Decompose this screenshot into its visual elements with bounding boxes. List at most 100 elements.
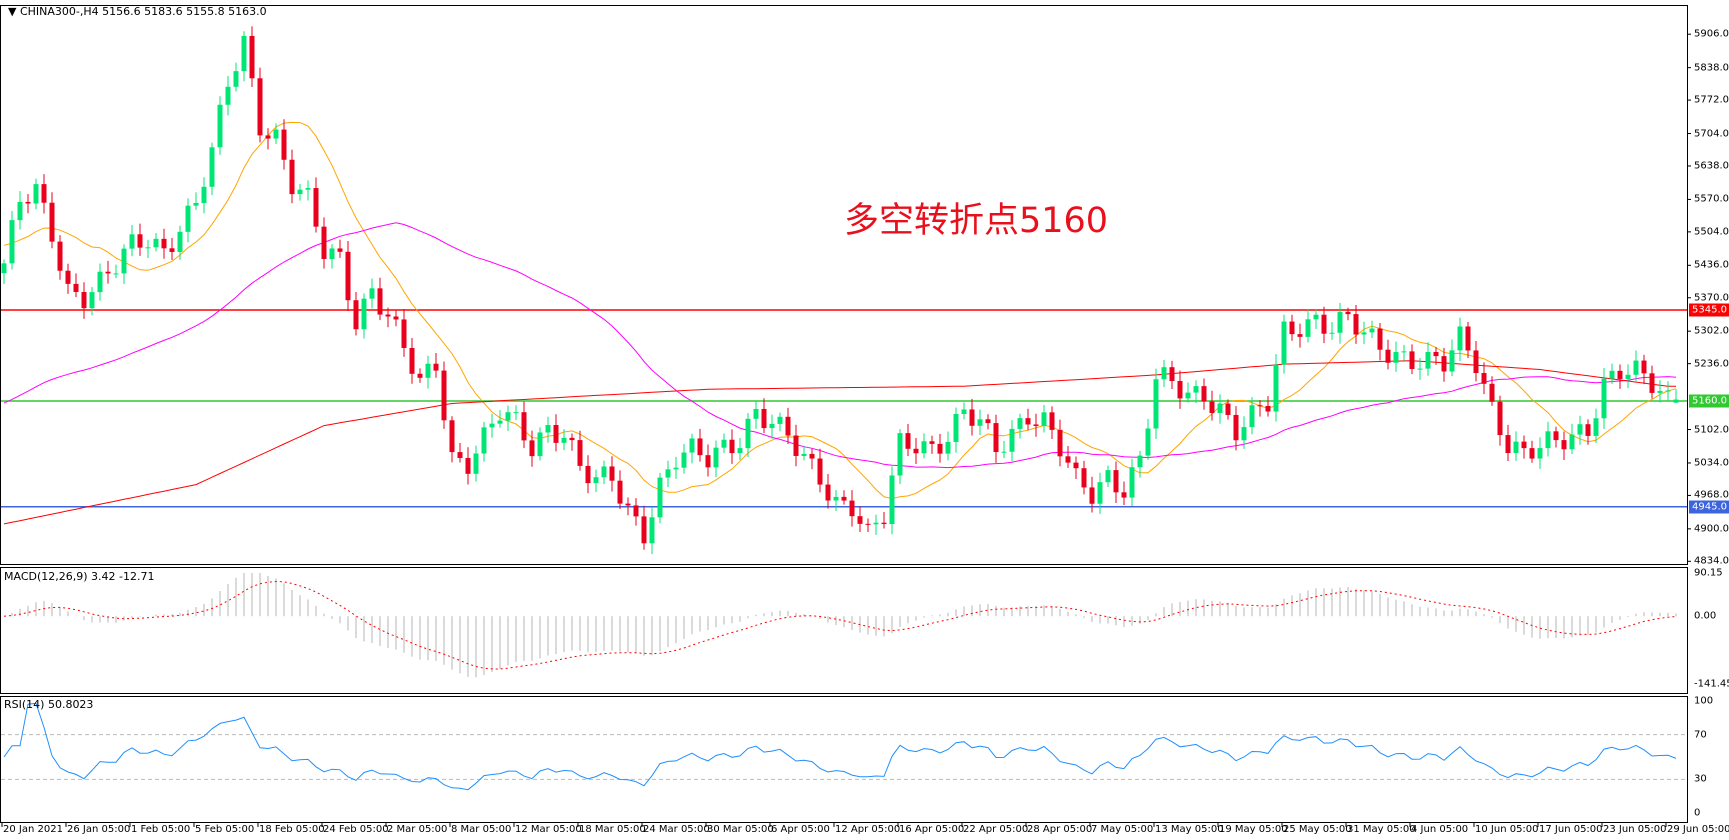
x-tick-label: 30 Mar 05:00 xyxy=(707,824,774,835)
candle-bull xyxy=(1337,311,1343,333)
candle-bear xyxy=(73,283,79,292)
candle-bull xyxy=(1401,351,1407,353)
x-tick-label: 17 Jun 05:00 xyxy=(1539,824,1603,835)
candle-bull xyxy=(1593,418,1599,436)
rsi-tick-label: 70 xyxy=(1694,729,1707,741)
candle-bull xyxy=(1425,351,1431,369)
candle-bear xyxy=(169,248,175,252)
candle-bull xyxy=(649,517,655,544)
candle-bull xyxy=(297,189,303,195)
candle-bull xyxy=(497,420,503,424)
candle-bear xyxy=(465,457,471,474)
candle-bear xyxy=(1289,321,1295,335)
candle-bear xyxy=(1473,350,1479,374)
x-tick-label: 13 May 05:00 xyxy=(1155,824,1224,835)
candle-bear xyxy=(633,505,639,517)
candle-bear xyxy=(81,291,87,309)
chart-header: ▼ CHINA300-,H4 5156.6 5183.6 5155.8 5163… xyxy=(8,5,267,18)
x-tick-label: 8 Mar 05:00 xyxy=(451,824,512,835)
candle-bull xyxy=(153,238,159,248)
candle-bear xyxy=(1433,351,1439,357)
collapse-arrow-icon[interactable]: ▼ xyxy=(8,5,17,18)
candle-bear xyxy=(345,251,351,301)
y-tick-label: 5838.0 xyxy=(1694,62,1729,74)
candle-bear xyxy=(137,234,143,248)
candle-bear xyxy=(393,316,399,320)
candle-bull xyxy=(97,271,103,293)
x-tick-label: 24 Mar 05:00 xyxy=(643,824,710,835)
candle-bull xyxy=(1569,434,1575,450)
candle-bull xyxy=(217,104,223,148)
x-tick-label: 12 Apr 05:00 xyxy=(835,824,901,835)
x-tick-label: 31 May 05:00 xyxy=(1347,824,1416,835)
candle-bear xyxy=(1529,448,1535,459)
y-tick-label: 5436.0 xyxy=(1694,259,1729,271)
y-tick-label: 4968.0 xyxy=(1694,489,1729,501)
candle-bear xyxy=(457,452,463,458)
candle-bull xyxy=(89,292,95,309)
candle-bull xyxy=(961,409,967,414)
candle-bull xyxy=(201,186,207,203)
candle-bear xyxy=(1233,414,1239,441)
candle-bull xyxy=(1393,352,1399,363)
candle-bull xyxy=(873,522,879,525)
candle-bull xyxy=(121,248,127,274)
candle-bull xyxy=(1273,364,1279,412)
y-tick-label: 5638.0 xyxy=(1694,160,1729,172)
candle-bear xyxy=(1409,351,1415,369)
candle-bear xyxy=(321,226,327,260)
x-tick-label: 22 Apr 05:00 xyxy=(963,824,1029,835)
macd-label: MACD(12,26,9) 3.42 -12.71 xyxy=(4,570,155,583)
rsi-label: RSI(14) 50.8023 xyxy=(4,698,94,711)
candle-bear xyxy=(1649,373,1655,393)
rsi-tick-label: 100 xyxy=(1694,695,1714,707)
candle-bull xyxy=(1417,368,1423,370)
candle-bull xyxy=(953,413,959,442)
macd-tick-label: 0.00 xyxy=(1694,610,1717,622)
main-panel-frame xyxy=(0,5,1688,565)
candle-bear xyxy=(161,238,167,249)
macd-tick-label: 90.15 xyxy=(1694,567,1723,579)
candle-bear xyxy=(617,480,623,504)
candle-bull xyxy=(505,412,511,421)
candle-bear xyxy=(1169,367,1175,381)
candle-bull xyxy=(361,298,367,330)
candle-bull xyxy=(1601,378,1607,419)
x-tick-label: 28 Apr 05:00 xyxy=(1027,824,1093,835)
y-tick-label: 5034.0 xyxy=(1694,457,1729,469)
candle-bear xyxy=(41,184,47,203)
macd-signal-line xyxy=(3,580,1677,670)
macd-panel-frame xyxy=(0,567,1688,694)
candle-bear xyxy=(1345,311,1351,315)
candle-bear xyxy=(385,314,391,317)
candle-bear xyxy=(553,425,559,443)
x-tick-label: 24 Feb 05:00 xyxy=(323,824,389,835)
candle-bull xyxy=(1625,374,1631,379)
candle-bear xyxy=(401,319,407,348)
candle-bull xyxy=(177,231,183,252)
ohlc-values: 5156.6 5183.6 5155.8 5163.0 xyxy=(102,5,267,18)
candle-bear xyxy=(929,441,935,444)
candle-bear xyxy=(1641,360,1647,374)
candle-bear xyxy=(449,420,455,453)
y-tick-label: 5772.0 xyxy=(1694,94,1729,106)
candle-bull xyxy=(481,427,487,454)
candle-bear xyxy=(1065,456,1071,463)
price-label: 5160.0 xyxy=(1689,394,1729,408)
candle-bull xyxy=(513,412,519,414)
rsi-panel-frame xyxy=(0,696,1688,823)
candle-bull xyxy=(1129,467,1135,498)
x-tick-label: 5 Feb 05:00 xyxy=(195,824,255,835)
candle-bear xyxy=(705,455,711,468)
candle-bear xyxy=(825,484,831,501)
x-tick-label: 18 Mar 05:00 xyxy=(579,824,646,835)
candle-bull xyxy=(305,188,311,190)
candle-bear xyxy=(409,347,415,374)
candle-bull xyxy=(1001,451,1007,453)
candle-bull xyxy=(241,35,247,72)
candle-bull xyxy=(777,416,783,424)
candle-bear xyxy=(881,522,887,524)
ma-mid-line xyxy=(3,222,1677,469)
y-tick-label: 5570.0 xyxy=(1694,193,1729,205)
candle-bear xyxy=(729,439,735,454)
